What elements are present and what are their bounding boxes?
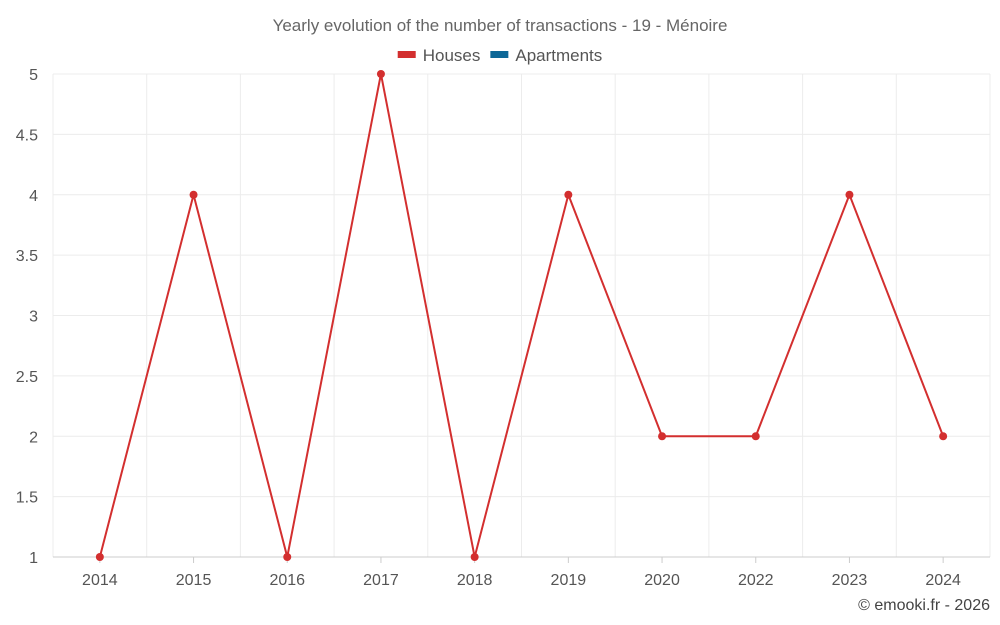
y-tick-label: 1.5 [16,490,38,507]
y-tick-label: 4.5 [16,127,38,144]
x-tick-label: 2014 [82,572,118,589]
y-tick-label: 5 [29,67,38,84]
x-tick-label: 2019 [551,572,587,589]
data-point-houses[interactable] [470,553,479,561]
y-tick-label: 3.5 [16,248,38,265]
y-tick-label: 4 [29,188,38,205]
data-point-houses[interactable] [376,70,385,78]
data-point-houses[interactable] [845,190,854,199]
chart-title: Yearly evolution of the number of transa… [273,16,728,35]
series-line-houses [98,73,945,558]
axes: 1 1.5 2 2.5 3 3.5 4 4.5 5 2014 2015 2016 2017 2018 201… [16,67,990,589]
legend-label: Apartments [515,46,602,65]
data-point-houses[interactable] [939,432,948,441]
y-tick-label: 1 [29,550,38,567]
x-tick-label: 2018 [457,572,493,589]
data-point-houses[interactable] [751,432,760,441]
data-point-houses[interactable] [189,190,198,199]
x-tick-label: 2023 [832,572,868,589]
x-tick-label: 2016 [269,572,305,589]
x-tick-label: 2022 [738,572,774,589]
legend-item-houses[interactable]: Houses [397,46,481,65]
legend-swatch [397,51,416,58]
data-point-houses[interactable] [564,190,573,199]
x-tick-label: 2024 [925,572,961,589]
series-layer [95,70,948,561]
data-point-houses[interactable] [658,432,667,441]
x-tick-label: 2020 [644,572,680,589]
data-point-houses[interactable] [283,553,292,561]
data-point-houses[interactable] [95,553,104,561]
x-tick-label: 2017 [363,572,399,589]
legend-swatch [490,51,509,58]
y-tick-label: 2 [29,429,38,446]
y-tick-label: 2.5 [16,369,38,386]
legend: Houses Apartments [397,46,602,65]
x-tick-label: 2015 [176,572,212,589]
grid [52,73,991,558]
y-tick-label: 3 [29,309,38,326]
credit-text: © emooki.fr - 2026 [858,597,990,614]
legend-item-apartments[interactable]: Apartments [490,46,602,65]
legend-label: Houses [423,46,481,65]
